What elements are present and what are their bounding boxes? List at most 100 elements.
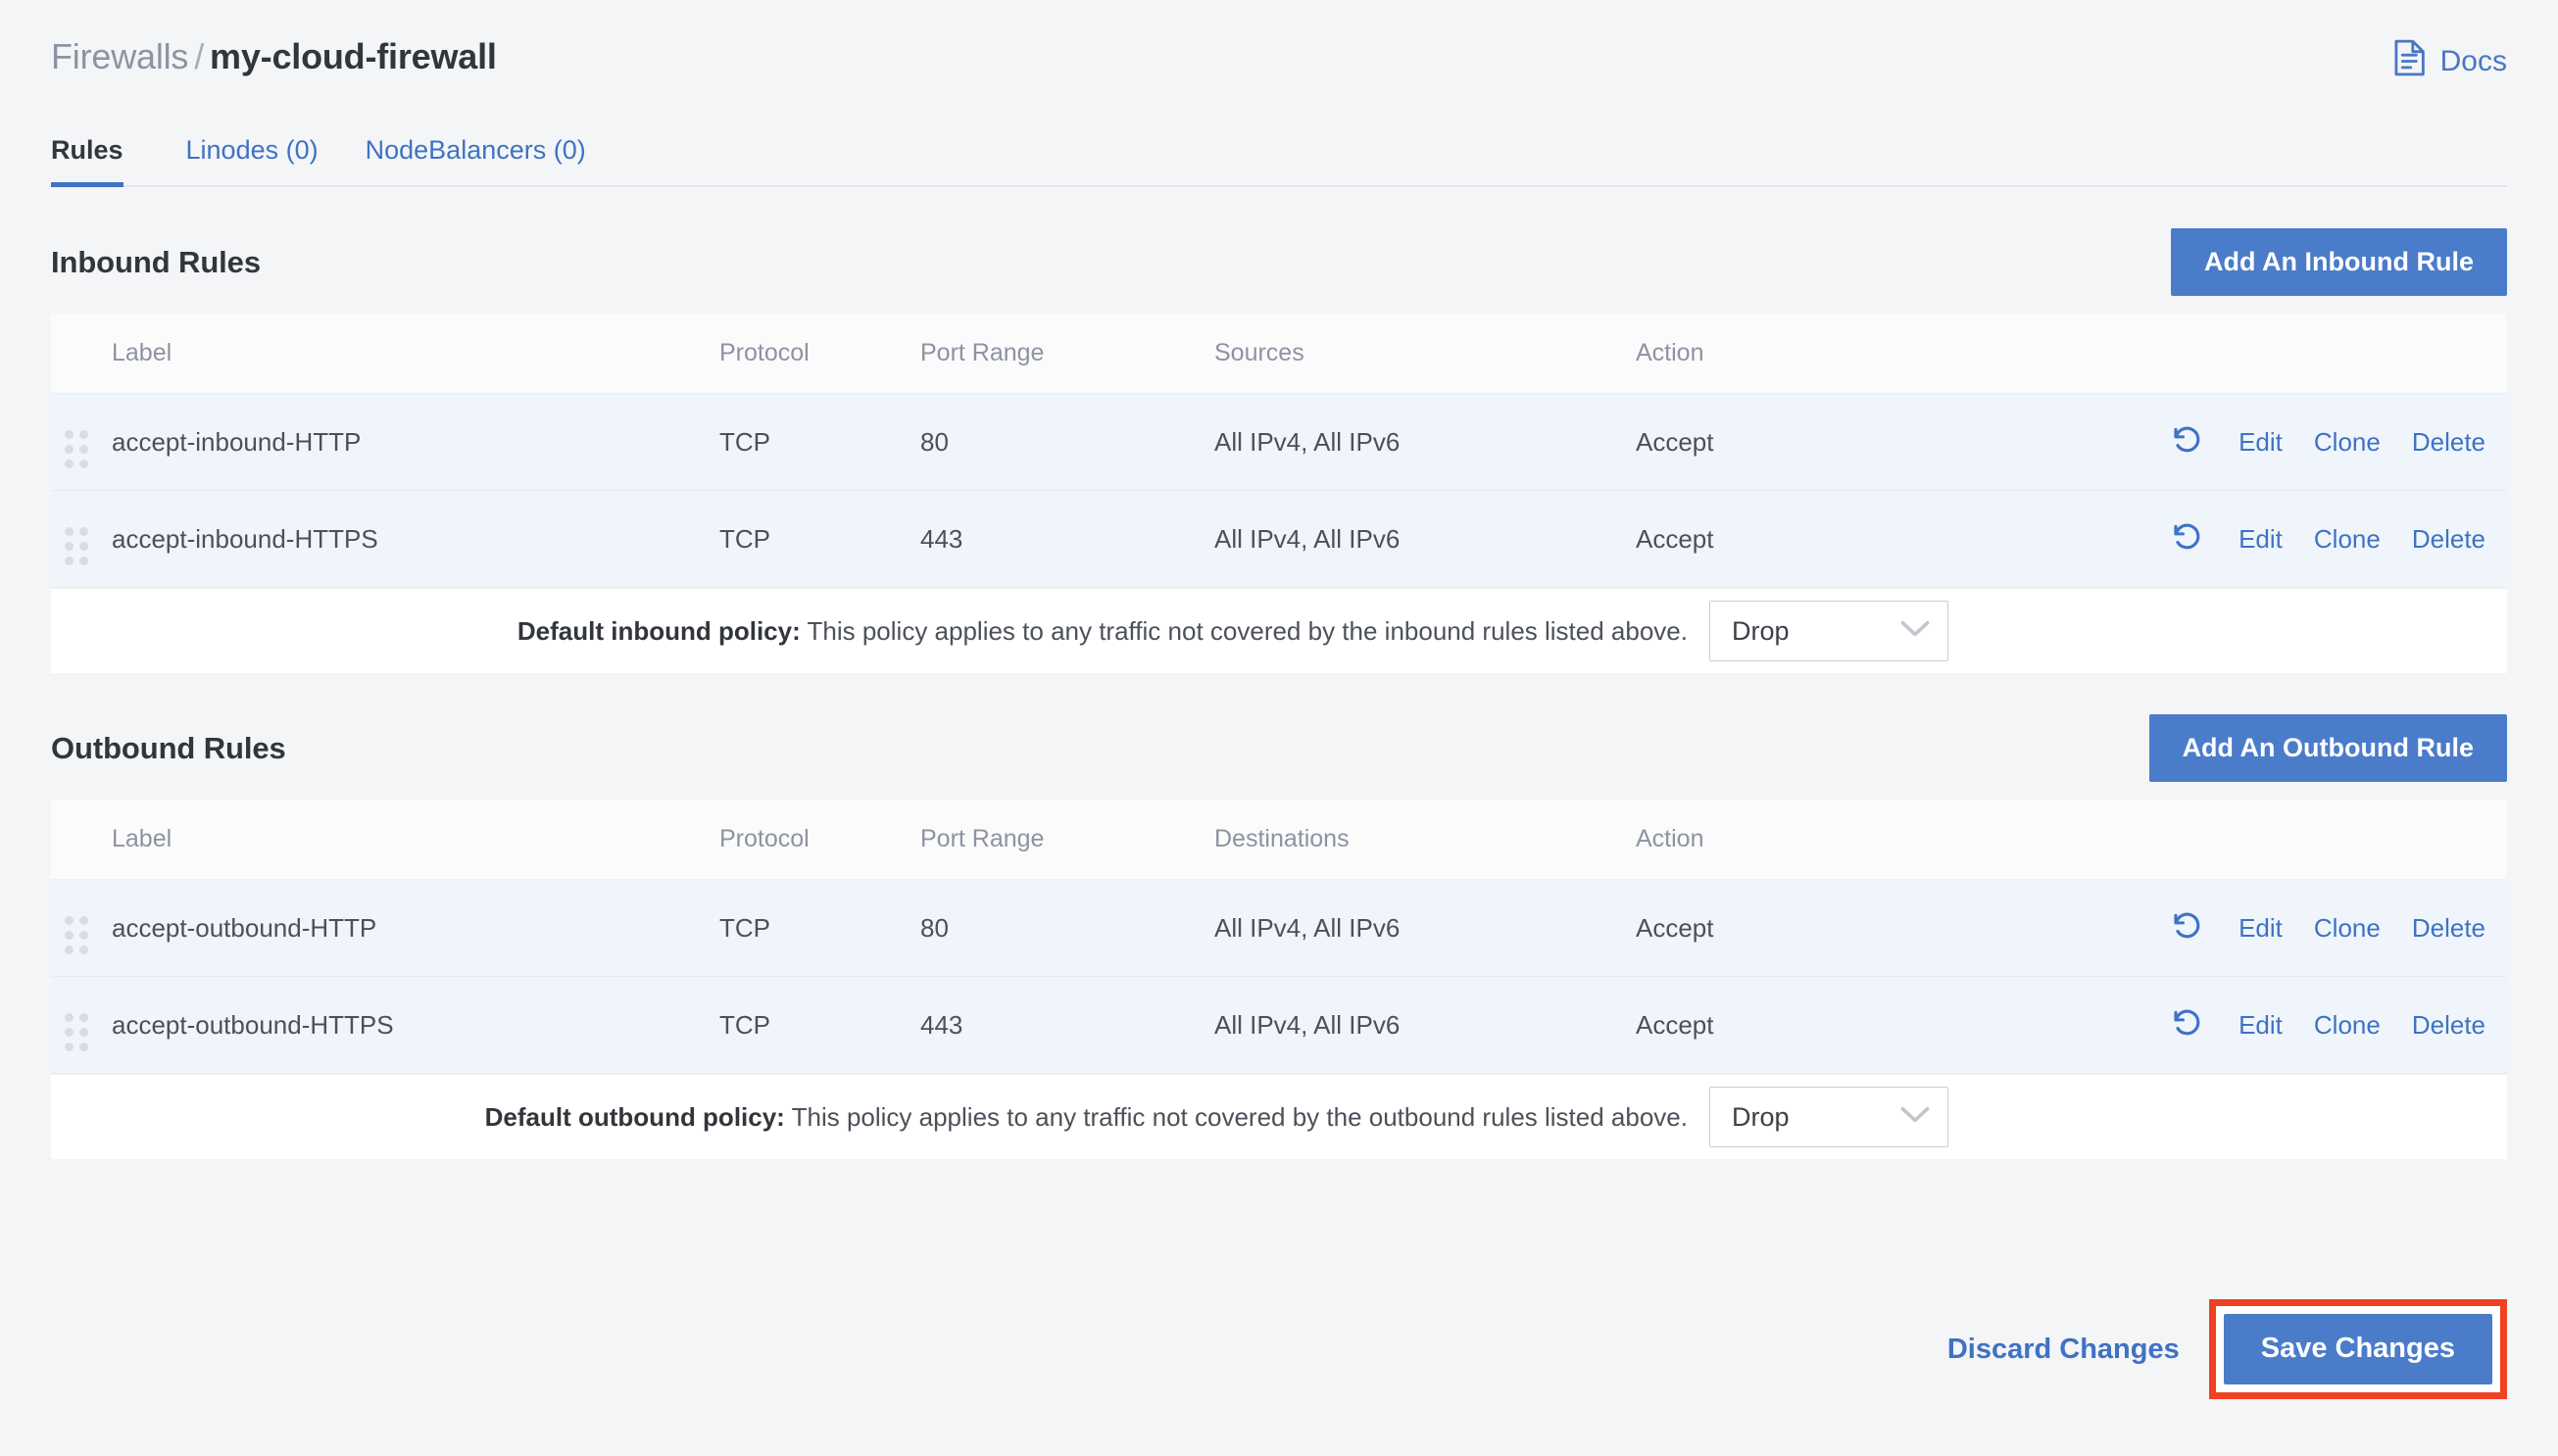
header-tools — [1930, 800, 2507, 880]
inbound-policy-select[interactable]: Drop — [1709, 601, 1948, 661]
inbound-rules-table: Label Protocol Port Range Sources Action… — [51, 314, 2507, 588]
tab-rules[interactable]: Rules — [51, 135, 147, 187]
drag-handle-icon[interactable] — [65, 430, 88, 468]
drag-handle-icon[interactable] — [65, 527, 88, 565]
rule-destinations: All IPv4, All IPv6 — [1214, 912, 1401, 943]
undo-icon[interactable] — [2170, 519, 2203, 559]
clone-button[interactable]: Clone — [2313, 912, 2381, 943]
outbound-policy-text: Default outbound policy: This policy app… — [51, 1102, 1709, 1133]
rule-protocol: TCP — [719, 426, 770, 457]
breadcrumb-separator: / — [194, 36, 205, 76]
drag-handle-icon[interactable] — [65, 1013, 88, 1051]
inbound-default-policy-row: Default inbound policy: This policy appl… — [51, 588, 2507, 673]
rule-label: accept-outbound-HTTPS — [112, 1009, 394, 1040]
breadcrumb-firewalls-link[interactable]: Firewalls — [51, 36, 189, 76]
discard-changes-button[interactable]: Discard Changes — [1946, 1333, 2180, 1365]
outbound-default-policy-row: Default outbound policy: This policy app… — [51, 1074, 2507, 1159]
rule-action: Accept — [1636, 1009, 1714, 1040]
delete-button[interactable]: Delete — [2411, 1009, 2485, 1040]
rule-port-range: 443 — [920, 523, 963, 554]
breadcrumb: Firewalls / my-cloud-firewall — [51, 37, 497, 76]
rule-tools-cell: Edit Clone Delete — [1930, 491, 2507, 588]
rule-tools-cell: Edit Clone Delete — [1930, 394, 2507, 491]
row-tools: Edit Clone Delete — [1930, 908, 2507, 948]
rule-label: accept-inbound-HTTP — [112, 426, 362, 457]
edit-button[interactable]: Edit — [2238, 1009, 2283, 1040]
header-label: Label — [112, 800, 719, 880]
clone-button[interactable]: Clone — [2313, 426, 2381, 457]
tab-nodebalancers[interactable]: NodeBalancers (0) — [342, 135, 610, 185]
tab-bar: Rules Linodes (0) NodeBalancers (0) — [51, 135, 2507, 187]
inbound-table-body: accept-inbound-HTTP TCP 80 All IPv4, All… — [51, 393, 2507, 588]
edit-button[interactable]: Edit — [2238, 426, 2283, 457]
header-label: Label — [112, 314, 719, 394]
rule-protocol: TCP — [719, 523, 770, 554]
outbound-rules-section: Outbound Rules Add An Outbound Rule Labe… — [51, 714, 2507, 1159]
rule-sources: All IPv4, All IPv6 — [1214, 426, 1401, 457]
inbound-policy-label: Default inbound policy: — [517, 615, 801, 646]
row-tools: Edit Clone Delete — [1930, 519, 2507, 559]
table-header-row: Label Protocol Port Range Sources Action — [51, 314, 2507, 394]
delete-button[interactable]: Delete — [2411, 912, 2485, 943]
rule-action: Accept — [1636, 426, 1714, 457]
inbound-table-head: Label Protocol Port Range Sources Action — [51, 314, 2507, 394]
add-inbound-rule-button[interactable]: Add An Inbound Rule — [2171, 228, 2507, 296]
drag-handle-cell[interactable] — [51, 394, 112, 491]
outbound-table-body: accept-outbound-HTTP TCP 80 All IPv4, Al… — [51, 879, 2507, 1074]
rule-port-range: 80 — [920, 426, 949, 457]
inbound-policy-description: This policy applies to any traffic not c… — [800, 615, 1689, 646]
inbound-rules-section: Inbound Rules Add An Inbound Rule Label … — [51, 228, 2507, 673]
rule-action: Accept — [1636, 912, 1714, 943]
tab-nodebalancers-label: NodeBalancers (0) — [365, 135, 586, 165]
rule-protocol: TCP — [719, 912, 770, 943]
rule-action: Accept — [1636, 523, 1714, 554]
tab-linodes-label: Linodes (0) — [185, 135, 319, 165]
chevron-down-icon — [1900, 1106, 1930, 1129]
tab-linodes[interactable]: Linodes (0) — [163, 135, 342, 185]
tab-rules-label: Rules — [51, 135, 123, 165]
outbound-policy-description: This policy applies to any traffic not c… — [784, 1101, 1688, 1132]
clone-button[interactable]: Clone — [2313, 523, 2381, 554]
outbound-section-header: Outbound Rules Add An Outbound Rule — [51, 714, 2507, 782]
inbound-policy-value: Drop — [1732, 615, 1790, 646]
header-tools — [1930, 314, 2507, 394]
table-row[interactable]: accept-outbound-HTTPS TCP 443 All IPv4, … — [51, 976, 2507, 1074]
page-header: Firewalls / my-cloud-firewall Docs — [51, 0, 2507, 84]
edit-button[interactable]: Edit — [2238, 523, 2283, 554]
outbound-policy-value: Drop — [1732, 1101, 1790, 1132]
rule-port-range: 443 — [920, 1009, 963, 1040]
add-outbound-rule-button[interactable]: Add An Outbound Rule — [2148, 714, 2507, 782]
footer-actions: Discard Changes Save Changes — [1947, 1299, 2507, 1399]
rule-port-range: 80 — [920, 912, 949, 943]
delete-button[interactable]: Delete — [2411, 426, 2485, 457]
save-changes-highlight: Save Changes — [2208, 1299, 2507, 1399]
delete-button[interactable]: Delete — [2411, 523, 2485, 554]
undo-icon[interactable] — [2170, 908, 2203, 948]
header-port-range: Port Range — [920, 314, 1214, 394]
table-row[interactable]: accept-inbound-HTTPS TCP 443 All IPv4, A… — [51, 490, 2507, 588]
rule-sources: All IPv4, All IPv6 — [1214, 523, 1401, 554]
save-changes-button[interactable]: Save Changes — [2223, 1314, 2492, 1384]
edit-button[interactable]: Edit — [2238, 912, 2283, 943]
drag-handle-cell[interactable] — [51, 977, 112, 1074]
undo-icon[interactable] — [2170, 1005, 2203, 1045]
inbound-policy-text: Default inbound policy: This policy appl… — [51, 616, 1709, 647]
document-icon — [2393, 39, 2427, 84]
header-handle — [51, 314, 112, 394]
page-title: my-cloud-firewall — [210, 36, 497, 76]
table-row[interactable]: accept-outbound-HTTP TCP 80 All IPv4, Al… — [51, 879, 2507, 977]
rule-tools-cell: Edit Clone Delete — [1930, 977, 2507, 1074]
drag-handle-cell[interactable] — [51, 880, 112, 977]
outbound-rules-table: Label Protocol Port Range Destinations A… — [51, 800, 2507, 1074]
table-row[interactable]: accept-inbound-HTTP TCP 80 All IPv4, All… — [51, 393, 2507, 491]
docs-link[interactable]: Docs — [2393, 37, 2507, 84]
clone-button[interactable]: Clone — [2313, 1009, 2381, 1040]
outbound-policy-select[interactable]: Drop — [1709, 1087, 1948, 1147]
undo-icon[interactable] — [2170, 422, 2203, 462]
rule-tools-cell: Edit Clone Delete — [1930, 880, 2507, 977]
row-tools: Edit Clone Delete — [1930, 422, 2507, 462]
row-tools: Edit Clone Delete — [1930, 1005, 2507, 1045]
drag-handle-icon[interactable] — [65, 916, 88, 954]
drag-handle-cell[interactable] — [51, 491, 112, 588]
